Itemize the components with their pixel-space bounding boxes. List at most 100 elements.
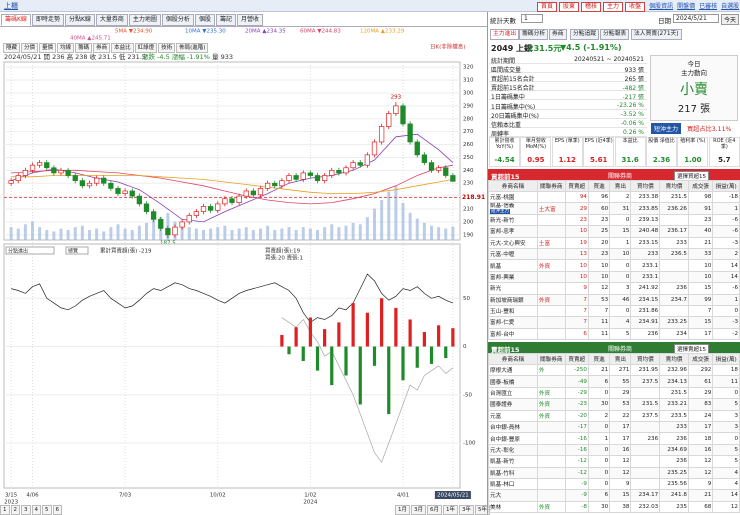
related-select[interactable]: 關聯券商 [608,346,633,353]
date-input[interactable]: 2024/5/21 [673,14,719,23]
tool-button[interactable]: 技術 [158,43,176,53]
tool-button[interactable]: 隱藏 [3,43,21,53]
chart-tab[interactable]: 個股分析 [161,14,194,26]
broker-row[interactable]: 台中銀-豐原 -16 1 17 236 236 18 0 [488,432,740,445]
right-tab[interactable]: 分點追蹤 [570,29,600,40]
candle-body [321,175,328,182]
trend-badge[interactable]: 短沖主力 [651,123,682,134]
cell: 11 [587,327,611,341]
broker-row[interactable]: 凱基-信義 短沖主力 土大富 29 60 31 233.85 236.26 91 1 [488,202,740,215]
cell: 21 [587,363,611,377]
x-tick-year: 2023 [4,500,18,506]
chart-tab[interactable]: 大量券商 [95,14,128,26]
volume-bar [180,225,184,240]
broker-row[interactable]: 凱基-新竹 -12 0 12 236 12 5 [488,455,740,468]
days-select[interactable]: 1 [521,14,543,23]
right-tab[interactable]: 分點報表 [600,29,630,40]
tool-button[interactable]: 籌碼 [75,43,93,53]
chart-tab[interactable]: 主力地圖 [128,14,161,26]
broker-row[interactable]: 新加坡商瑞銀 外資 7 53 46 234.15 234.7 99 1 [488,293,740,306]
broker-row[interactable]: 凱基-林口 -9 0 9 235.56 9 4 [488,477,740,491]
trend-box [650,55,738,121]
top-button[interactable]: 首頁 [537,2,558,12]
tool-button[interactable]: 量價 [39,43,57,53]
rank-select[interactable]: 選擇買超15 [674,170,709,181]
cell: -9 [564,477,589,491]
cell: 1 [609,236,632,249]
fin-label: 本益比 [622,138,638,144]
chart-tab[interactable]: 月營收 [236,14,263,26]
right-tab[interactable]: 法人買賣(271天) [631,29,682,40]
broker-name: 台中銀-豐原 [488,432,538,445]
broker-row[interactable]: 元富-中壢 13 23 10 233 236.5 33 2 [488,247,740,261]
top-link[interactable]: 開盤價 [677,3,696,10]
cell: 21 [687,236,714,249]
volume-bar [116,224,120,240]
flow-legend: 累計買賣超(張) -219 [100,247,152,255]
volume-bar [323,227,327,240]
chart-tab[interactable]: 分點K線 [64,14,95,26]
cell: 83 [687,398,714,411]
fin-label: 單月營收 MoM(%) [525,138,547,150]
broker-row[interactable]: 凱基-竹科 -12 0 12 235.25 12 4 [488,466,740,479]
right-tab[interactable]: 主力進出 [490,29,520,40]
y-tick-label: 230 [463,181,474,187]
market-link[interactable]: 上櫃 [4,2,18,10]
stat-row [489,101,647,110]
broker-row[interactable]: 台灣匯立 外資 -29 0 29 231.5 29 0 [488,386,740,400]
broker-row[interactable]: 富邦-仁愛 7 11 4 234.91 233.25 15 -3 [488,316,740,329]
chart-tab[interactable]: 個股 [194,14,215,26]
cell: 0 [587,443,611,457]
broker-row[interactable]: 新光 9 12 3 241.92 236 15 -6 [488,282,740,295]
top-button[interactable]: 收盤 [625,2,646,12]
cell [630,477,661,491]
broker-row[interactable]: 台中銀-員林 -17 0 17 233 17 3 [488,420,740,434]
chart-tab[interactable]: 即時走勢 [31,14,64,26]
broker-row[interactable]: 元富-桃園 94 96 2 233.38 231.5 98 -18 [488,190,740,204]
chart-tab[interactable]: 籌碼K線 [1,14,31,26]
top-button[interactable]: 稽核 [581,2,602,12]
broker-row[interactable]: 元大-文心興安 土富 19 20 1 233.15 233 21 -3 [488,236,740,249]
broker-row[interactable]: 玉山-豐和 7 7 0 231.86 7 0 [488,304,740,318]
related-select[interactable]: 關聯券商 [608,173,633,180]
broker-row[interactable]: 元大-彰化 -16 0 16 234.69 16 5 [488,443,740,457]
broker-name: 國泰證券 [488,398,538,411]
broker-row[interactable]: 美林 外資 -8 30 38 232.03 235 68 12 [488,500,740,514]
tool-button[interactable]: 分價 [21,43,39,53]
top-button[interactable]: 主力 [603,2,624,12]
tool-button[interactable]: 本益比 [111,43,134,53]
tool-button[interactable]: 紅綠燈 [134,43,158,53]
broker-row[interactable]: 摩根大通外 -250 21 271 231.95 232.96 292 18 [488,363,740,377]
tool-button[interactable]: 均線 [57,43,75,53]
candle-body [378,126,385,143]
net-bar [380,298,384,347]
broker-row[interactable]: 富邦-興業 10 10 0 233.1 10 14 [488,270,740,284]
broker-row[interactable]: 新光-新竹 23 23 0 239.13 23 -6 [488,213,740,227]
stock-change: ▼4.5 (-1.91%) [560,43,622,52]
top-link[interactable]: 自選股 [721,3,740,10]
tool-button[interactable]: 券商 [93,43,111,53]
broker-row[interactable]: 富邦-忠孝 10 25 15 240.48 236.17 40 -6 [488,225,740,238]
cell: 0 [609,259,632,272]
right-tab[interactable]: 券商 [549,29,567,40]
high-label: 293 [391,94,402,100]
broker-name: 新加坡商瑞銀 [488,293,538,306]
broker-row[interactable]: 元富 外資 -20 2 22 237.5 233.5 24 3 [488,409,740,422]
broker-row[interactable]: 凱基 外資 10 10 0 233.1 10 14 [488,259,740,272]
cell: -6 [712,225,740,238]
broker-row[interactable]: 國泰證券 外資 -23 30 53 231.5 233.21 83 5 [488,398,740,411]
rank-select[interactable]: 選擇賣超15 [674,343,709,354]
chart-tab[interactable]: 籌記 [215,14,236,26]
cell: 234.13 [659,375,689,388]
tool-button[interactable]: 佈局(進階) [176,43,209,53]
today-button[interactable]: 今天 [721,14,740,25]
broker-row[interactable]: 國泰-板橋 -49 6 55 237.5 234.13 61 11 [488,375,740,388]
right-tab[interactable]: 籌碼分析 [519,29,549,40]
broker-row[interactable]: 元大 -9 6 15 234.17 241.8 21 14 [488,489,740,502]
top-link[interactable]: 已審核 [699,3,718,10]
top-link[interactable]: 個股資訊 [649,3,674,10]
cell: 5 [609,327,632,341]
broker-row[interactable]: 富邦-台中 6 11 5 236 234 17 -2 [488,327,740,341]
cost-label-box [461,193,487,202]
top-button[interactable]: 股東 [559,2,580,12]
